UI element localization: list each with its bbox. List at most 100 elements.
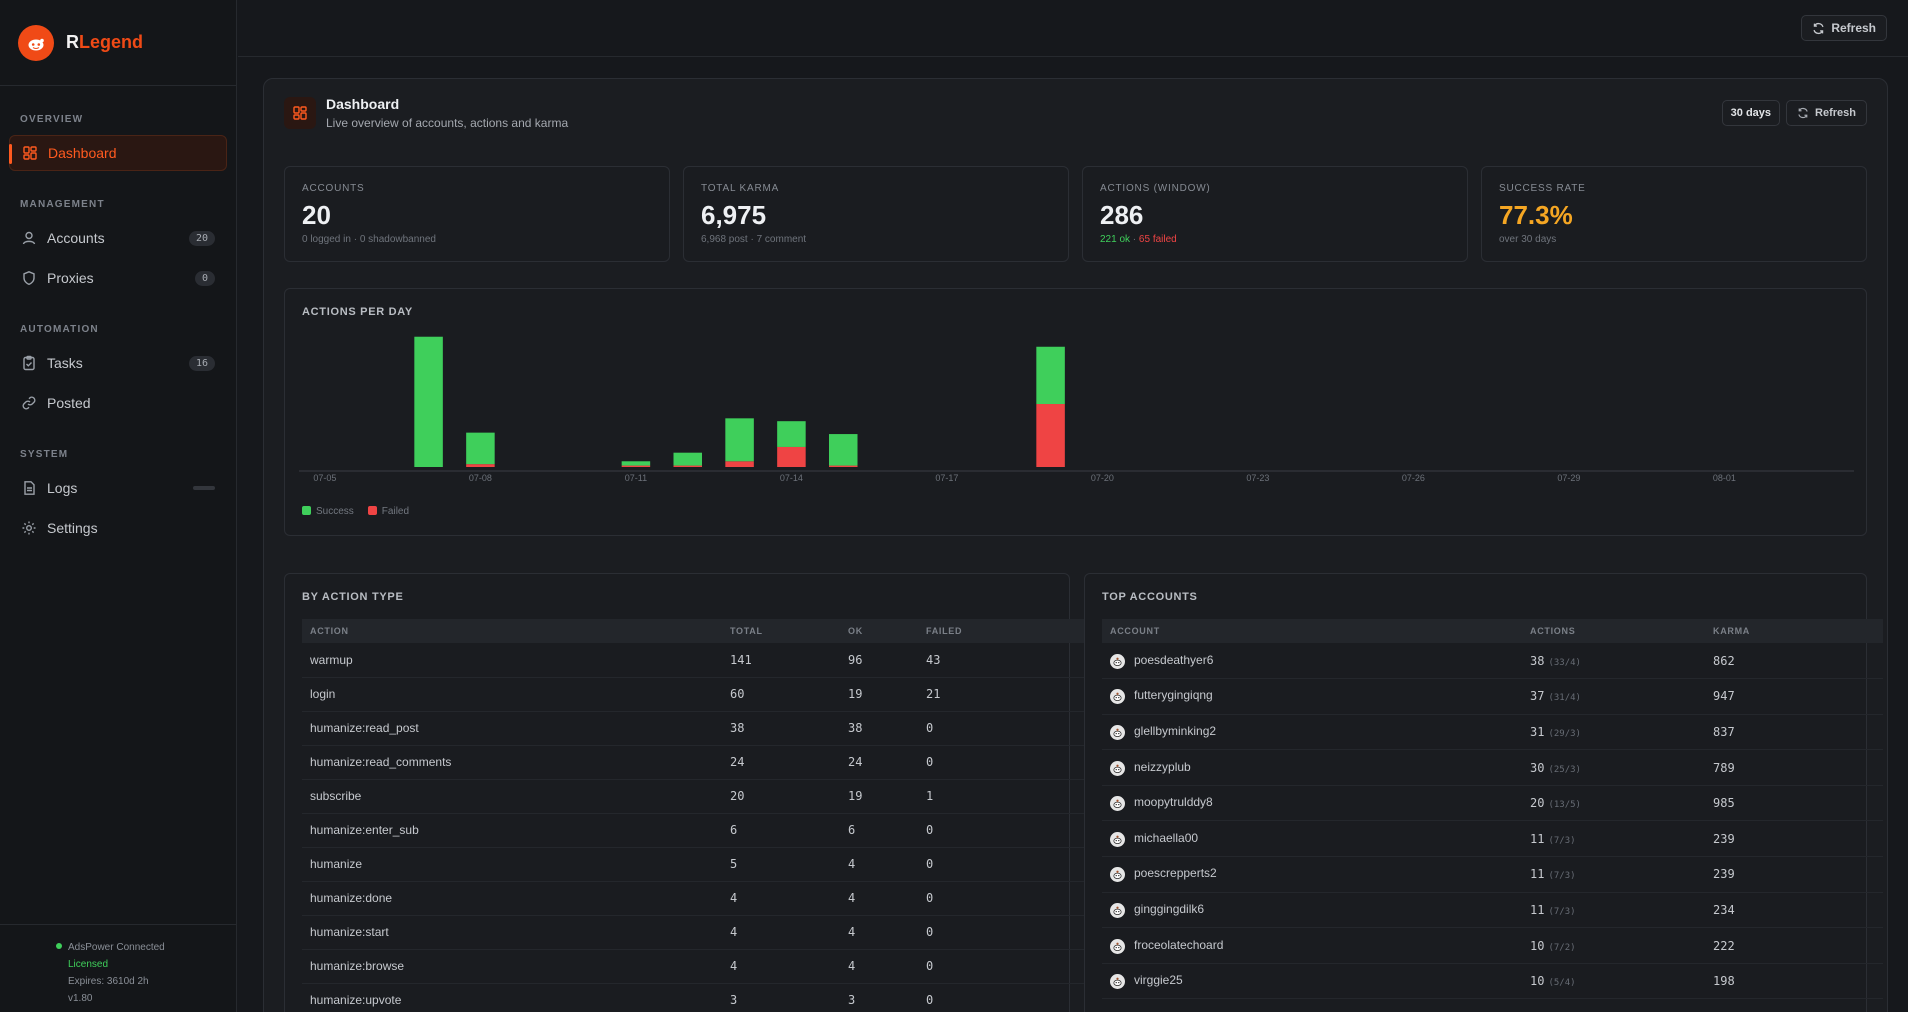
sidebar-item-posted[interactable]: Posted (9, 385, 227, 421)
brand[interactable]: RLegend (0, 0, 236, 86)
sidebar-item-proxies[interactable]: Proxies 0 (9, 260, 227, 296)
bar-success-07-15[interactable] (828, 434, 858, 466)
ok-cell: 3 (840, 983, 918, 1012)
range-select[interactable]: 30 days (1721, 100, 1781, 126)
actions-count: 31 (1530, 724, 1545, 739)
table-row: humanize:read_comments 24 24 0 (302, 745, 1086, 780)
total-cell: 24 (722, 745, 840, 780)
actions-count: 10 (1530, 938, 1545, 953)
table-row[interactable]: neizzyplub 30 (25/3) 789 (1102, 749, 1883, 786)
failed-cell: 0 (918, 983, 1086, 1012)
stat-label: ACCOUNTS (302, 183, 365, 194)
table-row[interactable]: michaella00 11 (7/3) 239 (1102, 820, 1883, 858)
bar-failed-07-14[interactable] (777, 446, 806, 467)
account-name[interactable]: michaella00 (1134, 830, 1199, 845)
sidebar-item-dashboard[interactable]: Dashboard (9, 135, 227, 171)
account-name[interactable]: neizzyplub (1134, 759, 1191, 774)
table-row[interactable]: poescrepperts2 11 (7/3) 239 (1102, 856, 1883, 893)
table-row[interactable]: virggie25 10 (5/4) 198 (1102, 963, 1883, 1000)
bar-failed-07-19[interactable] (1036, 404, 1065, 467)
col-total: TOTAL (730, 626, 763, 636)
total-cell: 5 (722, 847, 840, 882)
topbar: Refresh (238, 0, 1908, 57)
ok-cell: 96 (840, 643, 918, 678)
bar-success-07-11[interactable] (621, 461, 651, 466)
account-cell: poescrepperts2 (1102, 856, 1522, 893)
account-name[interactable]: moopytrulddy8 (1134, 795, 1213, 810)
avatar-icon (1110, 724, 1125, 740)
nav-section-automation: AUTOMATION (20, 324, 99, 335)
karma-cell: 198 (1705, 963, 1883, 1000)
bar-failed-07-15[interactable] (828, 465, 858, 467)
account-name[interactable]: poescrepperts2 (1134, 866, 1217, 881)
sidebar-item-tasks[interactable]: Tasks 16 (9, 345, 227, 381)
actions-cell: 11 (7/3) (1522, 892, 1705, 929)
nav-section-management: MANAGEMENT (20, 199, 105, 210)
actions-breakdown: (7/3) (1548, 835, 1576, 846)
account-name[interactable]: ginggingdilk6 (1134, 901, 1205, 916)
bar-success-07-12[interactable] (673, 452, 703, 466)
action-name-cell: humanize:start (302, 915, 722, 950)
account-name[interactable]: futterygingiqng (1134, 688, 1213, 703)
actions-breakdown: (25/3) (1548, 764, 1581, 775)
ok-cell: 24 (840, 745, 918, 780)
sidebar-item-accounts[interactable]: Accounts 20 (9, 220, 227, 256)
table-row[interactable]: glellbyminking2 31 (29/3) 837 (1102, 714, 1883, 751)
bar-failed-07-08[interactable] (466, 464, 495, 467)
table-row: humanize:enter_sub 6 6 0 (302, 813, 1086, 848)
bar-success-07-14[interactable] (777, 421, 806, 447)
karma-cell: 234 (1705, 892, 1883, 929)
avatar-icon (1110, 867, 1125, 883)
actions-breakdown: (33/4) (1548, 657, 1581, 668)
bar-success-07-13[interactable] (725, 418, 754, 462)
x-tick-label: 07-08 (469, 473, 492, 483)
stat-value: 77.3% (1499, 200, 1573, 230)
accounts-count-badge: 20 (188, 230, 215, 246)
bar-success-07-07[interactable] (414, 336, 443, 467)
sidebar-item-logs[interactable]: Logs (9, 470, 227, 506)
table-row[interactable]: froceolatechoard 10 (7/2) 222 (1102, 927, 1883, 964)
col-account: ACCOUNT (1110, 626, 1160, 636)
top-accounts-table: ACCOUNT ACTIONS KARMA poesdeathyer6 38 (33… (1102, 619, 1883, 1000)
tasks-count-badge: 16 (188, 355, 215, 371)
account-name[interactable]: froceolatechoard (1134, 937, 1224, 952)
bar-failed-07-13[interactable] (725, 461, 754, 467)
refresh-button[interactable]: Refresh (1786, 100, 1867, 126)
action-name-cell: subscribe (302, 779, 722, 814)
stat-actions-window: ACTIONS (WINDOW) 286 221 ok · 65 failed (1082, 166, 1468, 262)
account-name[interactable]: poesdeathyer6 (1134, 652, 1214, 667)
karma-cell: 789 (1705, 749, 1883, 786)
karma-cell: 222 (1705, 927, 1883, 964)
table-row[interactable]: poesdeathyer6 38 (33/4) 862 (1102, 643, 1883, 680)
bar-failed-07-12[interactable] (673, 465, 703, 467)
shield-icon (21, 270, 37, 286)
table-row: login 60 19 21 (302, 677, 1086, 712)
table-row[interactable]: moopytrulddy8 20 (13/5) 985 (1102, 785, 1883, 822)
by-action-type-card: BY ACTION TYPE ACTION TOTAL OK FAILED wa… (284, 573, 1086, 1012)
table-row[interactable]: futterygingiqng 37 (31/4) 947 (1102, 678, 1883, 715)
karma-cell: 239 (1705, 820, 1883, 858)
account-name[interactable]: virggie25 (1134, 973, 1183, 988)
refresh-icon (1813, 22, 1824, 34)
table-row[interactable]: ginggingdilk6 11 (7/3) 234 (1102, 892, 1883, 929)
bar-success-07-08[interactable] (466, 432, 495, 465)
avatar-icon (1110, 938, 1125, 954)
bar-success-07-19[interactable] (1036, 346, 1065, 405)
sidebar-item-label: Accounts (47, 230, 105, 246)
sidebar-item-label: Proxies (47, 270, 94, 286)
adspower-status: AdsPower Connected (56, 939, 236, 956)
avatar-icon (1110, 796, 1125, 812)
account-cell: virggie25 (1102, 963, 1522, 1000)
status-dot (56, 943, 62, 949)
account-name[interactable]: glellbyminking2 (1134, 723, 1217, 738)
col-action: ACTION (310, 626, 349, 636)
failed-count: 65 failed (1138, 234, 1177, 245)
by-action-title: BY ACTION TYPE (302, 591, 404, 603)
sidebar-item-settings[interactable]: Settings (9, 510, 227, 546)
actions-cell: 38 (33/4) (1522, 643, 1705, 680)
topbar-refresh-button[interactable]: Refresh (1801, 15, 1887, 41)
karma-cell: 985 (1705, 785, 1883, 822)
total-cell: 4 (722, 881, 840, 916)
ok-cell: 4 (840, 847, 918, 882)
bar-failed-07-11[interactable] (621, 465, 651, 467)
